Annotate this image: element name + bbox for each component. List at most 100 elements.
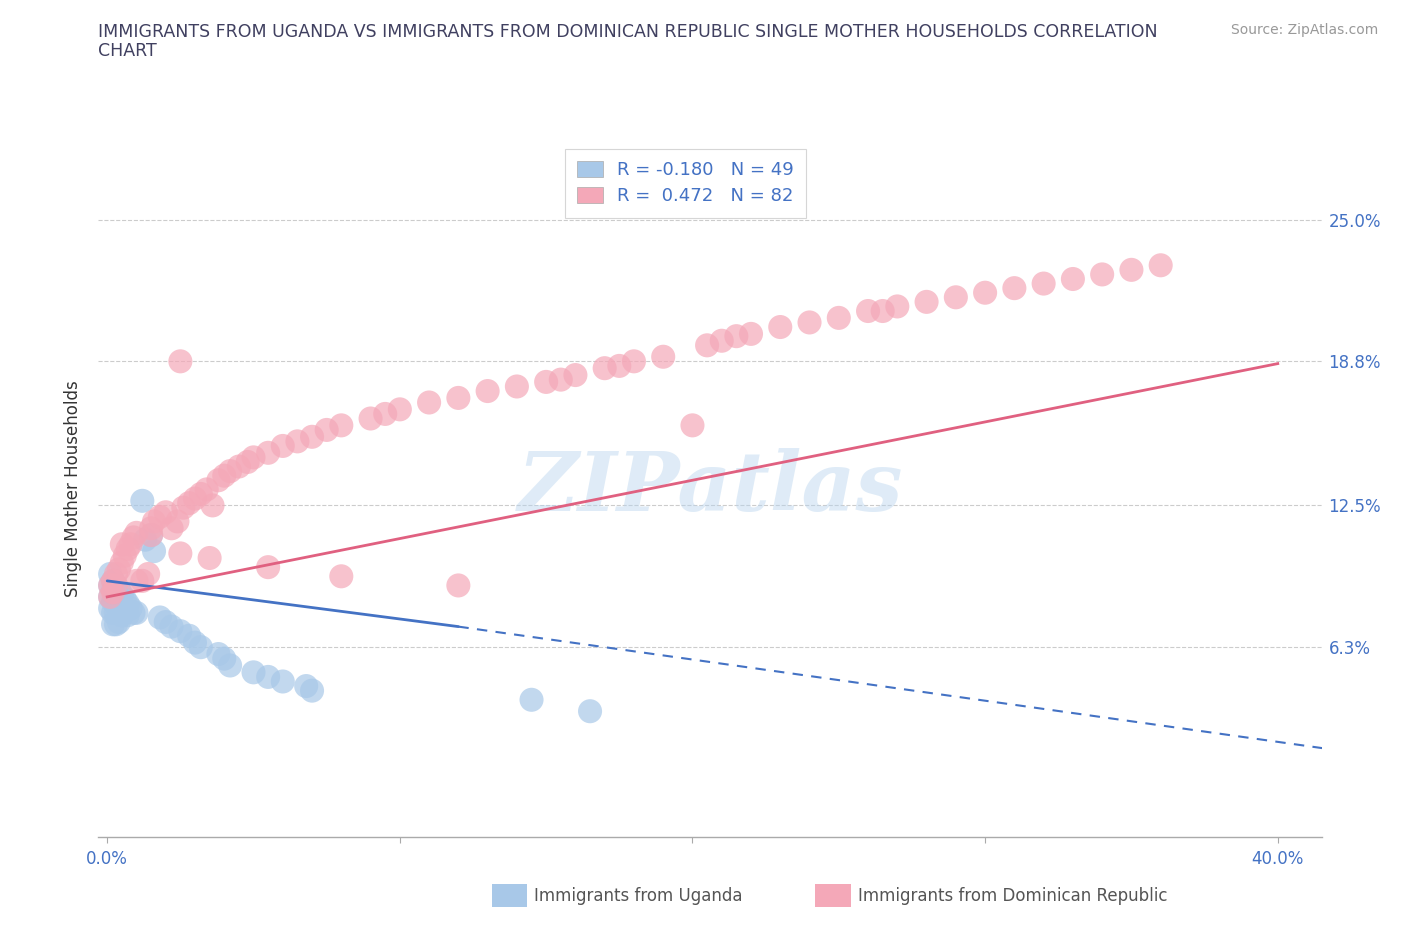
Point <box>160 521 183 536</box>
Point <box>139 527 162 542</box>
Point <box>172 500 194 515</box>
Point <box>160 619 183 634</box>
Point <box>134 532 156 547</box>
Point <box>184 635 207 650</box>
Point <box>769 320 792 335</box>
Point <box>190 486 212 501</box>
Point <box>228 459 250 474</box>
Point <box>136 566 159 581</box>
Point <box>520 692 543 707</box>
Point <box>212 468 235 483</box>
Point <box>108 615 131 630</box>
Text: Immigrants from Uganda: Immigrants from Uganda <box>534 886 742 905</box>
Point <box>117 596 139 611</box>
Point <box>117 607 139 622</box>
Legend: R = -0.180   N = 49, R =  0.472   N = 82: R = -0.180 N = 49, R = 0.472 N = 82 <box>565 149 807 218</box>
Point <box>139 521 162 536</box>
Point <box>101 574 124 589</box>
Point <box>301 684 323 698</box>
Point <box>886 299 908 314</box>
Point <box>564 367 586 382</box>
Point <box>1121 262 1143 277</box>
Point <box>104 578 127 593</box>
Point <box>111 537 134 551</box>
Point <box>550 372 572 387</box>
Point <box>184 491 207 506</box>
Point <box>125 525 148 540</box>
Point <box>149 510 172 525</box>
Point <box>447 578 470 593</box>
Point <box>945 290 967 305</box>
Point <box>623 354 645 369</box>
Point <box>166 514 188 529</box>
Point <box>201 498 224 512</box>
Point <box>799 315 821 330</box>
Point <box>125 605 148 620</box>
Point <box>101 574 124 589</box>
Point <box>169 546 191 561</box>
Point <box>98 601 121 616</box>
Point <box>1032 276 1054 291</box>
Point <box>872 303 894 318</box>
Point <box>139 527 162 542</box>
Point <box>725 328 748 343</box>
Point <box>108 604 131 618</box>
Point <box>98 566 121 581</box>
Point <box>101 605 124 620</box>
Point <box>1002 281 1025 296</box>
Point <box>301 430 323 445</box>
Point <box>330 418 353 432</box>
Point <box>149 610 172 625</box>
Point <box>111 607 134 622</box>
Point <box>179 629 201 644</box>
Point <box>1150 258 1173 272</box>
Point <box>219 464 242 479</box>
Point <box>101 582 124 597</box>
Point <box>104 605 127 620</box>
Point <box>111 596 134 611</box>
Point <box>195 482 218 497</box>
Point <box>143 544 166 559</box>
Point <box>131 494 153 509</box>
Point <box>579 704 602 719</box>
Point <box>477 383 499 398</box>
Point <box>447 391 470 405</box>
Point <box>710 333 733 348</box>
Point <box>207 646 229 661</box>
Text: IMMIGRANTS FROM UGANDA VS IMMIGRANTS FROM DOMINICAN REPUBLIC SINGLE MOTHER HOUSE: IMMIGRANTS FROM UGANDA VS IMMIGRANTS FRO… <box>98 23 1159 41</box>
Point <box>242 450 264 465</box>
Point <box>104 587 127 602</box>
Point <box>120 601 142 616</box>
Point <box>104 617 127 631</box>
Point <box>122 605 145 620</box>
Point <box>388 402 411 417</box>
Point <box>169 354 191 369</box>
Point <box>360 411 382 426</box>
Text: ZIPatlas: ZIPatlas <box>517 448 903 528</box>
Point <box>169 624 191 639</box>
Point <box>108 562 131 577</box>
Point <box>131 574 153 589</box>
Point <box>271 674 294 689</box>
Point <box>374 406 396 421</box>
Point <box>257 445 280 460</box>
Point <box>418 395 440 410</box>
Text: Immigrants from Dominican Republic: Immigrants from Dominican Republic <box>858 886 1167 905</box>
Point <box>120 537 142 551</box>
Point <box>271 439 294 454</box>
Point <box>974 286 997 300</box>
Point <box>122 530 145 545</box>
Point <box>607 358 630 373</box>
Point <box>98 590 121 604</box>
Point <box>506 379 529 394</box>
Point <box>117 541 139 556</box>
Point <box>915 295 938 310</box>
Point <box>98 578 121 593</box>
Point <box>696 338 718 352</box>
Point <box>179 496 201 511</box>
Point <box>104 596 127 611</box>
Point <box>219 658 242 673</box>
Point <box>828 311 851 325</box>
Point <box>236 455 259 470</box>
Y-axis label: Single Mother Households: Single Mother Households <box>65 379 83 597</box>
